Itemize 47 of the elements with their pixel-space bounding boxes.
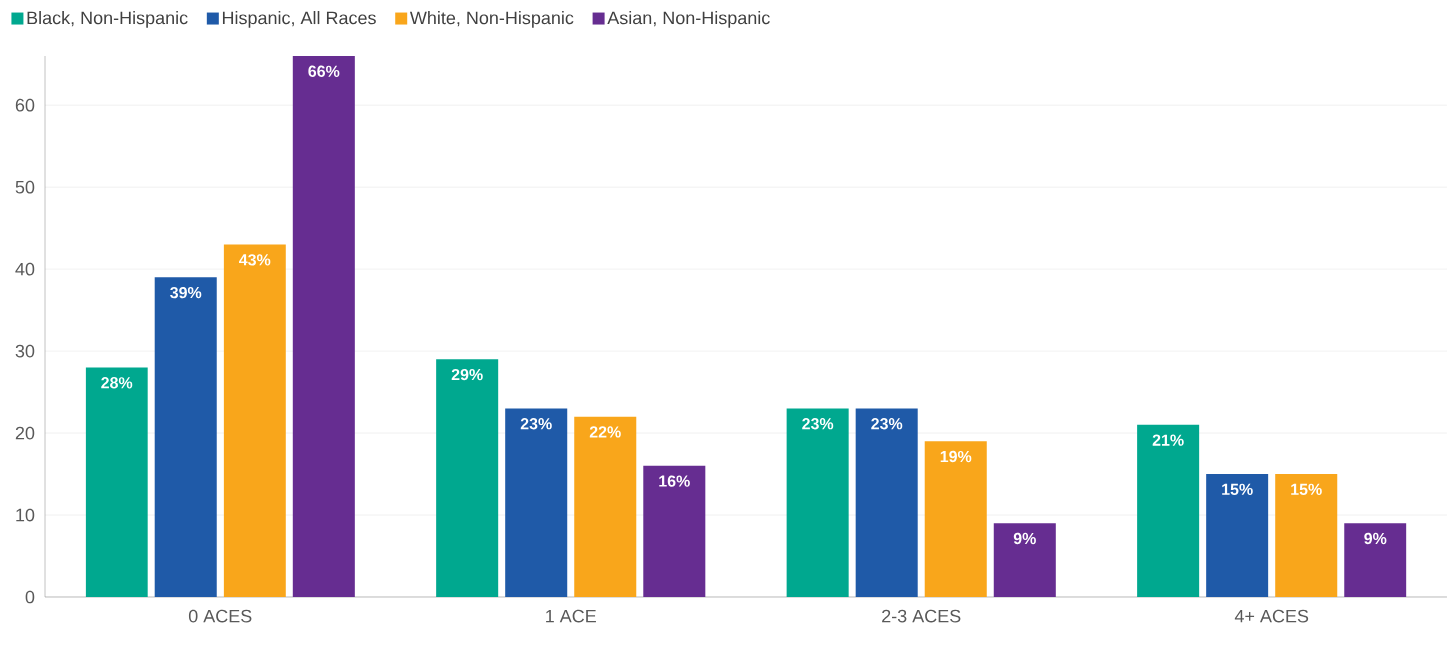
legend-label: White, Non-Hispanic [409, 11, 574, 28]
x-tick-label: 0 ACES [188, 609, 252, 623]
bar [1275, 474, 1338, 597]
bar [85, 367, 148, 597]
bar [223, 244, 286, 597]
bar [993, 523, 1056, 597]
y-tick-label: 30 [15, 344, 35, 358]
x-tick-label: 2-3 ACES [882, 609, 961, 623]
data-label: 23% [802, 418, 834, 430]
data-label: 22% [589, 426, 621, 438]
data-label: 9% [1013, 532, 1036, 545]
data-label: 23% [871, 418, 903, 430]
y-tick-label: 20 [15, 426, 35, 440]
data-label: 23% [520, 418, 552, 430]
data-label: 66% [308, 65, 340, 77]
y-tick-label: 10 [16, 508, 35, 522]
x-tick-label: 1 ACE [546, 609, 596, 623]
bar [1137, 424, 1200, 597]
bar [1344, 523, 1407, 597]
data-label: 39% [170, 286, 202, 299]
y-tick-label: 40 [15, 262, 35, 276]
bar [292, 56, 355, 597]
bar [154, 277, 217, 597]
data-label: 43% [239, 254, 271, 266]
bar [643, 465, 706, 597]
bar [786, 408, 849, 597]
legend-label: Hispanic, All Races [222, 11, 376, 28]
bar [924, 441, 987, 597]
y-tick-label: 50 [15, 180, 35, 194]
data-label: 28% [101, 377, 133, 389]
bar [436, 359, 499, 597]
data-label: 16% [659, 475, 690, 487]
data-label: 15% [1291, 483, 1322, 495]
data-label: 9% [1364, 532, 1387, 545]
data-label: 19% [940, 450, 972, 463]
data-label: 15% [1222, 483, 1253, 495]
bar [574, 416, 637, 597]
data-label: 29% [451, 368, 483, 381]
y-tick-label: 60 [15, 98, 35, 112]
bar [1206, 474, 1269, 597]
y-tick-label: 0 [25, 590, 35, 604]
data-label: 21% [1152, 434, 1184, 446]
legend-label: Asian, Non-Hispanic [607, 11, 770, 28]
bar [855, 408, 918, 597]
bar [505, 408, 568, 597]
x-tick-label: 4+ ACES [1234, 609, 1309, 623]
legend-label: Black, Non-Hispanic [27, 11, 188, 28]
